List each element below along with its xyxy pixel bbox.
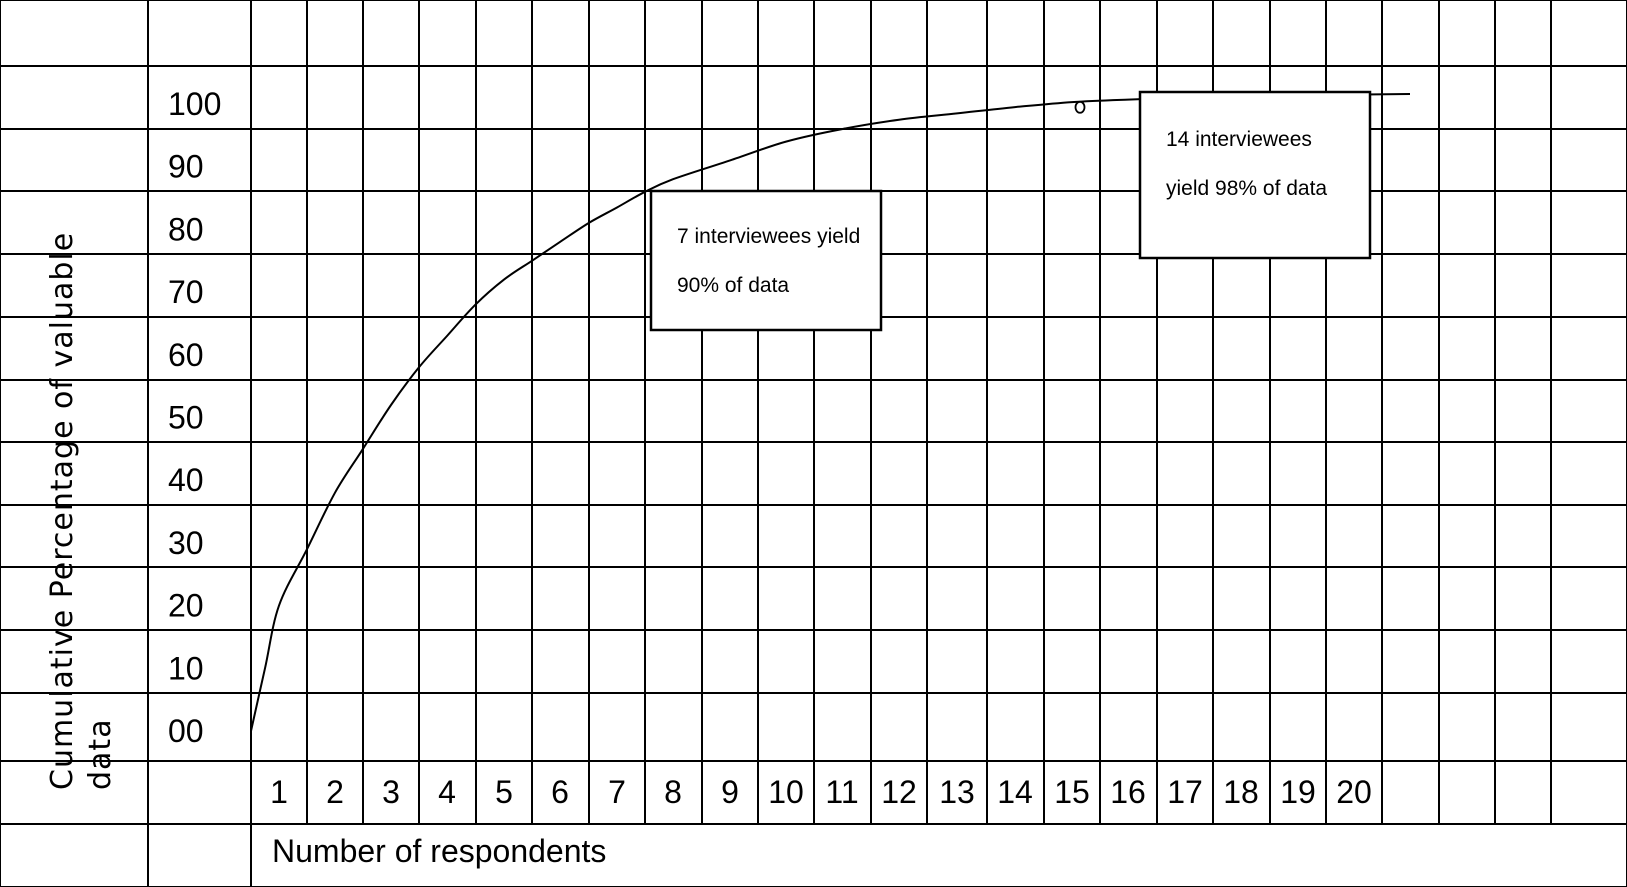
x-tick-label: 7 bbox=[608, 774, 626, 810]
y-tick-label: 90 bbox=[168, 149, 204, 185]
y-axis-label: Cumulative Percentage of valuable data bbox=[45, 232, 118, 790]
x-tick-label: 17 bbox=[1167, 774, 1203, 810]
x-tick-label: 4 bbox=[438, 774, 456, 810]
annotation-box bbox=[649, 189, 883, 332]
annotation-box bbox=[1138, 90, 1372, 260]
x-tick-label: 12 bbox=[881, 774, 917, 810]
x-tick-label: 19 bbox=[1280, 774, 1316, 810]
x-tick-label: 1 bbox=[270, 774, 288, 810]
y-tick-label: 70 bbox=[168, 274, 204, 310]
data-series bbox=[250, 93, 1411, 732]
y-tick-label: 60 bbox=[168, 337, 204, 373]
annotation-7-interviewees: 7 interviewees yield 90% of data bbox=[649, 189, 883, 332]
annotation-line: 14 interviewees bbox=[1166, 128, 1312, 151]
y-tick-label: 50 bbox=[168, 400, 204, 436]
x-axis-label: Number of respondents bbox=[272, 833, 606, 869]
x-tick-label: 8 bbox=[664, 774, 682, 810]
y-tick-label: 100 bbox=[168, 86, 221, 122]
x-tick-label: 6 bbox=[551, 774, 569, 810]
x-tick-labels: 1 2 3 4 5 6 7 8 9 10 11 12 13 14 15 16 17 18 19 20 bbox=[270, 774, 1372, 810]
y-tick-label: 00 bbox=[168, 713, 204, 749]
x-tick-label: 2 bbox=[326, 774, 344, 810]
x-tick-label: 14 bbox=[997, 774, 1033, 810]
x-tick-label: 5 bbox=[495, 774, 513, 810]
x-tick-label: 15 bbox=[1054, 774, 1090, 810]
y-tick-label: 30 bbox=[168, 525, 204, 561]
y-tick-label: 80 bbox=[168, 211, 204, 247]
series-line bbox=[250, 93, 1411, 732]
x-tick-label: 18 bbox=[1223, 774, 1259, 810]
y-tick-label: 20 bbox=[168, 588, 204, 624]
y-tick-label: 40 bbox=[168, 462, 204, 498]
annotation-14-interviewees: 14 interviewees yield 98% of data bbox=[1138, 90, 1372, 260]
x-tick-label: 9 bbox=[721, 774, 739, 810]
annotation-line: yield 98% of data bbox=[1166, 177, 1327, 200]
annotation-line: 7 interviewees yield bbox=[677, 225, 860, 248]
x-tick-label: 20 bbox=[1336, 774, 1372, 810]
y-axis-label-line1: Cumulative Percentage of valuable bbox=[45, 232, 80, 790]
data-point-marker bbox=[1074, 100, 1086, 114]
y-axis-label-line2: data bbox=[83, 718, 118, 790]
x-tick-label: 3 bbox=[382, 774, 400, 810]
annotation-line: 90% of data bbox=[677, 274, 789, 297]
y-tick-labels: 00 10 20 30 40 50 60 70 80 90 100 bbox=[168, 86, 221, 749]
x-tick-label: 11 bbox=[825, 774, 858, 810]
x-tick-label: 13 bbox=[939, 774, 975, 810]
y-tick-label: 10 bbox=[168, 650, 204, 686]
x-tick-label: 16 bbox=[1110, 774, 1146, 810]
x-tick-label: 10 bbox=[768, 774, 804, 810]
